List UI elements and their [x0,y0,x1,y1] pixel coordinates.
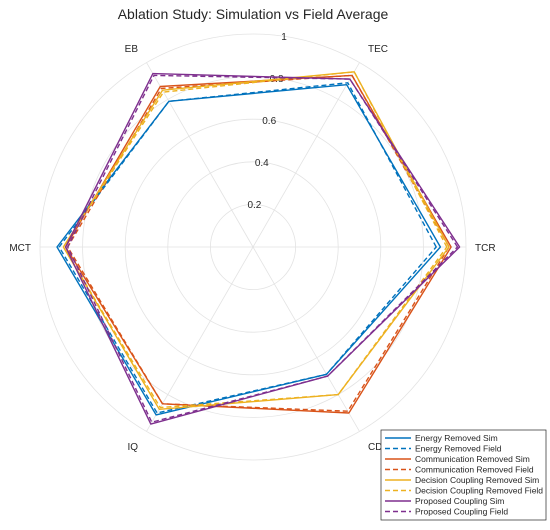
chart-title: Ablation Study: Simulation vs Field Aver… [118,6,389,22]
grid [39,33,467,461]
radial-tick-label: 0.2 [247,200,261,211]
legend-entry: Energy Removed Sim [415,433,498,443]
axis-label: EB [125,44,139,55]
grid-spoke [252,246,360,432]
legend-entry: Proposed Coupling Field [415,507,508,517]
axis-label: TCR [475,243,496,254]
series-line [56,83,442,416]
legend-entry: Decision Coupling Removed Field [415,486,543,496]
legend-entry: Communication Removed Field [415,465,534,475]
legend-entry: Decision Coupling Removed Sim [415,475,539,485]
radial-tick-label: 0.6 [262,116,276,127]
grid-spoke [146,246,254,432]
radial-tick-label: 0.4 [255,158,269,169]
grid-spoke [146,62,254,248]
axis-label: IQ [127,442,138,453]
series-line [62,71,448,409]
legend-entry: Energy Removed Field [415,444,502,454]
axis-label: CD [368,442,382,453]
radial-ticks: 0.20.40.60.81 [247,32,287,211]
axis-labels: TCR TEC EB MCT IQ CD [9,44,495,453]
axis-label: TEC [368,44,388,55]
grid-spoke [252,62,360,248]
axis-label: MCT [9,243,31,254]
series-line [58,82,437,414]
legend-entry: Proposed Coupling Sim [415,496,504,506]
radial-tick-label: 1 [281,32,287,43]
legend-entry: Communication Removed Sim [415,454,530,464]
series-line [66,74,459,423]
series-lines [56,71,461,425]
legend-box [380,429,547,521]
series-line [62,71,450,410]
